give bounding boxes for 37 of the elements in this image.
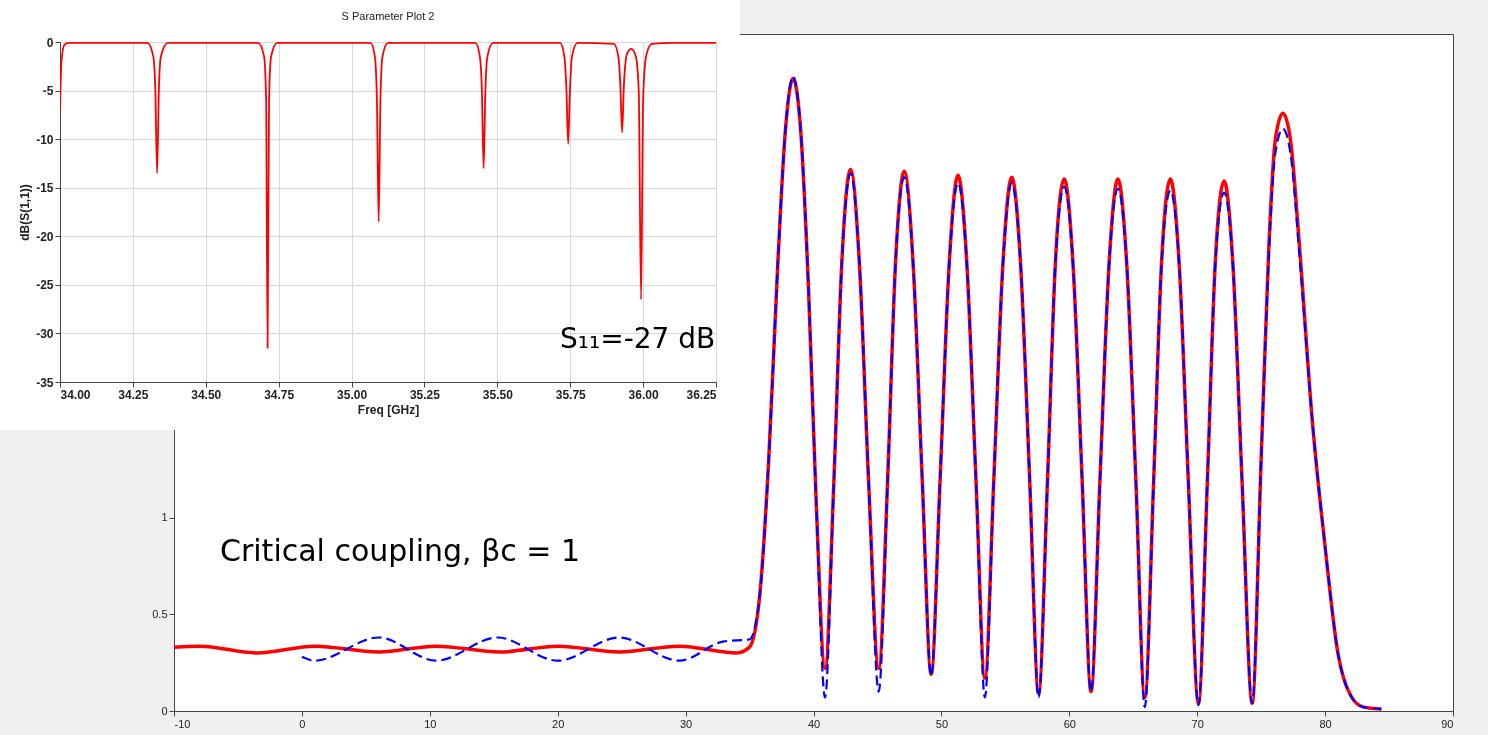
y-tick-label: -30 [36, 326, 54, 341]
y-tick-label: 1 [161, 511, 168, 524]
x-tick-label: -10 [174, 717, 191, 730]
x-tick-label: 35.00 [337, 387, 368, 402]
x-tick-label: 90 [1441, 717, 1454, 730]
x-tick-label: 34.00 [60, 387, 91, 402]
y-tick-label: -10 [36, 132, 54, 147]
y-tick-label: -15 [36, 181, 54, 196]
x-tick-label: 20 [552, 717, 565, 730]
annotation: Critical coupling, βc = 1 [220, 533, 581, 568]
y-tick-label: -5 [42, 84, 54, 99]
annotation: S₁₁=-27 dB [560, 322, 716, 355]
x-tick-label: 10 [424, 717, 437, 730]
x-tick-label: 35.50 [482, 387, 514, 402]
y-tick-label: -25 [36, 278, 54, 293]
x-tick-label: 35.75 [555, 387, 587, 402]
y-tick-label: -35 [36, 375, 54, 390]
x-tick-label: 34.75 [264, 387, 295, 402]
y-tick-label: 0 [46, 35, 54, 50]
y-tick-label: 0.5 [152, 607, 168, 620]
x-tick-label: 35.25 [409, 387, 441, 402]
y-tick-label: -20 [36, 229, 54, 244]
x-tick-label: 30 [679, 717, 693, 730]
x-tick-label: 40 [807, 717, 821, 730]
x-tick-label: 36.00 [628, 387, 659, 402]
x-tick-label: 34.25 [118, 387, 149, 402]
x-tick-label: 0 [299, 717, 306, 730]
x-axis-title: Freq [GHz] [357, 402, 420, 417]
x-tick-label: 80 [1319, 717, 1332, 730]
x-tick-label: 34.50 [191, 387, 222, 402]
x-tick-label: 70 [1191, 717, 1204, 730]
chart-title: S Parameter Plot 2 [341, 10, 435, 22]
x-tick-label: 36.25 [686, 387, 717, 402]
y-tick-label: 0 [161, 704, 168, 717]
x-tick-label: 60 [1063, 717, 1076, 730]
y-axis-title: dB(S(1,1)) [18, 184, 33, 241]
x-tick-label: 50 [935, 717, 949, 730]
